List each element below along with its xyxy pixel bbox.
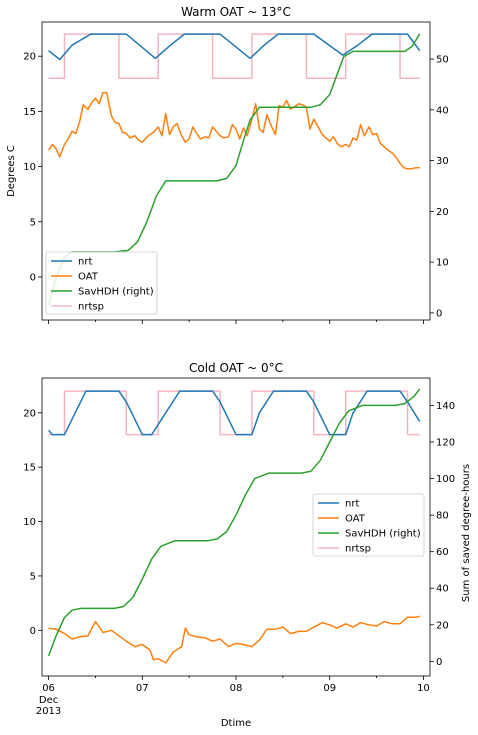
y-tick-label: 15	[23, 463, 36, 474]
legend: nrt OAT SavHDH (right) nrtsp	[45, 251, 158, 315]
y2-tick-label: 20	[436, 207, 449, 218]
y-tick-label: 5	[30, 571, 36, 582]
legend-label: SavHDH (right)	[78, 287, 154, 298]
legend-label: OAT	[345, 514, 366, 525]
legend-label: nrtsp	[78, 302, 104, 313]
y2-tick-label: 40	[436, 105, 449, 116]
x-tick-label: 08	[230, 683, 243, 694]
legend-label: nrtsp	[345, 544, 371, 555]
y2-tick-label: 30	[436, 156, 449, 167]
series-line-oat	[47, 91, 420, 170]
x-tick-label: 10	[417, 683, 430, 694]
x-axis-label: Dtime	[221, 718, 251, 729]
x-tick-label: 09	[323, 683, 336, 694]
x-tick-sublabel: 2013	[36, 706, 61, 717]
series-line-nrt	[48, 33, 421, 61]
chart-panel-1: Warm OAT ~ 13°C 0 5 10 15 20 0 10 20 30 40 50 Degree…	[6, 5, 449, 324]
series-line-savhdh	[47, 388, 421, 657]
y2-tick-label: 10	[436, 258, 449, 269]
legend-label: SavHDH (right)	[345, 529, 421, 540]
y2-axis-label: Sum of saved degree-hours	[461, 464, 472, 602]
x-tick-sublabel: Dec	[39, 695, 58, 706]
legend: nrt OAT SavHDH (right) nrtsp	[312, 493, 425, 557]
y2-tick-label: 50	[436, 55, 449, 66]
chart-title: Cold OAT ~ 0°C	[189, 361, 283, 375]
y2-tick-label: 20	[436, 620, 449, 631]
y-tick-label: 20	[23, 52, 36, 63]
y2-tick-label: 60	[436, 547, 449, 558]
y-tick-label: 5	[30, 217, 36, 228]
y2-tick-label: 0	[436, 308, 442, 319]
y2-tick-label: 80	[436, 511, 449, 522]
x-tick-label: 06	[42, 683, 55, 694]
legend-label: OAT	[78, 272, 99, 283]
y-tick-label: 0	[30, 272, 36, 283]
y2-tick-label: 120	[436, 437, 455, 448]
series-line-oat	[48, 615, 420, 664]
series-line-nrtsp	[48, 390, 420, 436]
y2-tick-label: 40	[436, 584, 449, 595]
y2-tick-label: 0	[436, 657, 442, 668]
x-tick-label: 07	[136, 683, 149, 694]
y-tick-label: 15	[23, 107, 36, 118]
chart-title: Warm OAT ~ 13°C	[181, 5, 291, 19]
legend-label: nrt	[345, 499, 359, 510]
y-tick-label: 10	[23, 162, 36, 173]
chart-panel-2: Cold OAT ~ 0°C 0 5 10 15 20 0 20 40 60 80 100 120 140…	[23, 361, 472, 729]
legend-box	[45, 251, 158, 315]
series-line-nrt	[48, 390, 421, 436]
y2-tick-label: 100	[436, 474, 455, 485]
y-tick-label: 10	[23, 517, 36, 528]
y-tick-label: 0	[30, 626, 36, 637]
y-tick-label: 20	[23, 408, 36, 419]
legend-box	[312, 493, 425, 557]
y-axis-label: Degrees C	[6, 145, 17, 197]
legend-label: nrt	[78, 257, 92, 268]
y2-tick-label: 140	[436, 401, 455, 412]
